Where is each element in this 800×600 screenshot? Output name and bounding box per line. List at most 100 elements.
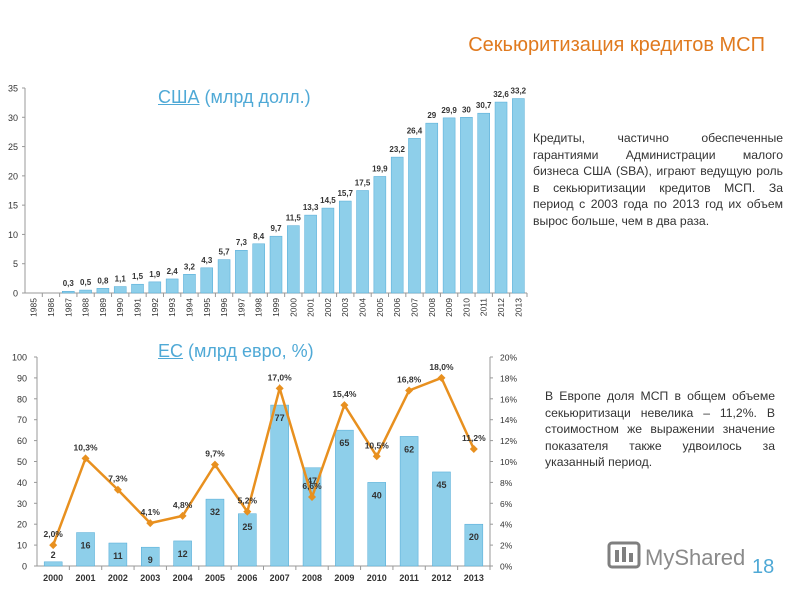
eu-title-unit: (млрд евро, %) [183, 341, 314, 361]
eu-y-tick-label-left: 80 [17, 394, 27, 404]
us-description: Кредиты, частично обеспеченные гарантиям… [533, 131, 783, 228]
us-x-tick-label: 1987 [63, 298, 73, 317]
us-bar [200, 267, 214, 294]
us-x-tick-label: 2011 [479, 298, 489, 317]
us-data-label: 23,2 [389, 145, 405, 154]
us-x-tick-label: 1994 [184, 298, 194, 317]
us-x-tick-label: 1986 [46, 298, 56, 317]
eu-bar-label: 2 [51, 550, 56, 560]
eu-line-marker [210, 460, 219, 469]
eu-bar [302, 467, 322, 567]
eu-x-tick-label: 2007 [270, 573, 290, 583]
eu-line-label: 7,3% [108, 474, 128, 484]
us-x-tick-label: 2009 [444, 298, 454, 317]
eu-y-tick-label-left: 100 [12, 353, 27, 363]
us-x-tick-label: 1998 [254, 298, 264, 317]
eu-x-tick-label: 2002 [108, 573, 128, 583]
eu-line-marker [469, 444, 478, 453]
us-x-tick-label: 1997 [236, 298, 246, 317]
eu-line-label: 4,8% [173, 500, 193, 510]
eu-bar-label: 62 [404, 444, 414, 454]
us-bar [390, 156, 404, 294]
eu-line-label: 9,7% [205, 449, 225, 459]
us-bar [304, 214, 317, 294]
us-chart-title: США (млрд долл.) [158, 87, 311, 108]
us-x-tick-label: 2012 [496, 298, 506, 317]
us-x-tick-label: 2003 [340, 298, 350, 317]
eu-y-tick-label-right: 12% [500, 436, 517, 446]
us-data-label: 29,9 [441, 106, 457, 115]
eu-title-link[interactable]: ЕС [158, 341, 184, 361]
us-data-label: 15,7 [337, 189, 353, 198]
eu-line-label: 4,1% [141, 507, 161, 517]
eu-y-tick-label-left: 90 [17, 373, 27, 383]
us-data-label: 0,5 [80, 278, 92, 287]
us-y-tick-label: 25 [8, 142, 18, 152]
myshared-logo: MyShared [607, 541, 745, 570]
us-bar [252, 243, 265, 294]
us-y-tick-label: 10 [8, 230, 18, 240]
eu-description: В Европе доля МСП в общем объеме секьюри… [545, 389, 775, 470]
eu-bar [399, 436, 419, 567]
us-x-tick-label: 1989 [98, 298, 108, 317]
eu-bar-label: 12 [178, 549, 188, 559]
eu-x-tick-label: 2003 [140, 573, 160, 583]
us-x-tick-label: 1993 [167, 298, 177, 317]
eu-bar [76, 532, 95, 567]
eu-y-tick-label-right: 14% [500, 415, 517, 425]
us-bar [460, 117, 473, 294]
us-data-label: 1,9 [149, 270, 161, 279]
us-y-tick-label: 0 [13, 289, 18, 299]
eu-line-label: 17,0% [268, 372, 293, 382]
us-y-tick-label: 20 [8, 171, 18, 181]
eu-bar-label: 32 [210, 507, 220, 517]
eu-line-label: 5,2% [238, 496, 258, 506]
eu-line-marker [113, 485, 122, 494]
us-title-link[interactable]: США [158, 87, 200, 107]
eu-y-tick-label-left: 10 [17, 541, 27, 551]
us-bar [269, 235, 283, 294]
eu-y-tick-label-right: 2% [500, 541, 513, 551]
us-y-tick-label: 30 [8, 113, 18, 123]
eu-line-label: 10,3% [73, 442, 98, 452]
us-data-label: 1,1 [115, 275, 127, 284]
us-x-tick-label: 1988 [81, 298, 91, 317]
eu-x-tick-label: 2006 [237, 573, 257, 583]
page-number: 18 [752, 556, 775, 578]
us-bar [79, 289, 92, 294]
eu-y-tick-label-right: 4% [500, 520, 513, 530]
us-x-tick-label: 2002 [323, 298, 333, 317]
eu-x-tick-label: 2005 [205, 573, 225, 583]
us-data-label: 32,6 [493, 90, 509, 99]
us-data-label: 29 [427, 111, 436, 120]
us-x-tick-label: 1999 [271, 298, 281, 317]
eu-bar-label: 11 [113, 551, 123, 561]
page-title: Секьюритизация кредитов МСП [468, 34, 765, 56]
us-bar [131, 283, 144, 294]
eu-y-tick-label-left: 20 [17, 520, 27, 530]
us-data-label: 19,9 [372, 164, 388, 173]
us-x-tick-label: 2001 [306, 298, 316, 317]
eu-y-tick-label-right: 6% [500, 499, 513, 509]
us-bar [425, 122, 439, 294]
eu-y-tick-label-right: 20% [500, 353, 517, 363]
eu-line-marker [146, 519, 155, 528]
us-bar [512, 98, 525, 294]
us-x-tick-label: 2013 [513, 298, 523, 317]
eu-bar [141, 546, 160, 567]
eu-y-tick-label-right: 10% [500, 457, 517, 467]
us-bar [356, 190, 369, 294]
us-bar [165, 278, 179, 294]
us-bar [408, 138, 421, 294]
us-data-label: 3,2 [184, 262, 196, 271]
eu-line-marker [81, 454, 90, 463]
eu-line-marker [49, 541, 58, 550]
us-x-tick-label: 2004 [358, 298, 368, 317]
eu-share-line [52, 376, 475, 546]
eu-bar-label: 9 [148, 555, 153, 565]
eu-line-marker [340, 401, 349, 410]
us-y-tick-label: 5 [13, 259, 18, 269]
eu-x-tick-label: 2010 [367, 573, 387, 583]
eu-bar [108, 542, 128, 567]
us-data-label: 7,3 [236, 238, 248, 247]
